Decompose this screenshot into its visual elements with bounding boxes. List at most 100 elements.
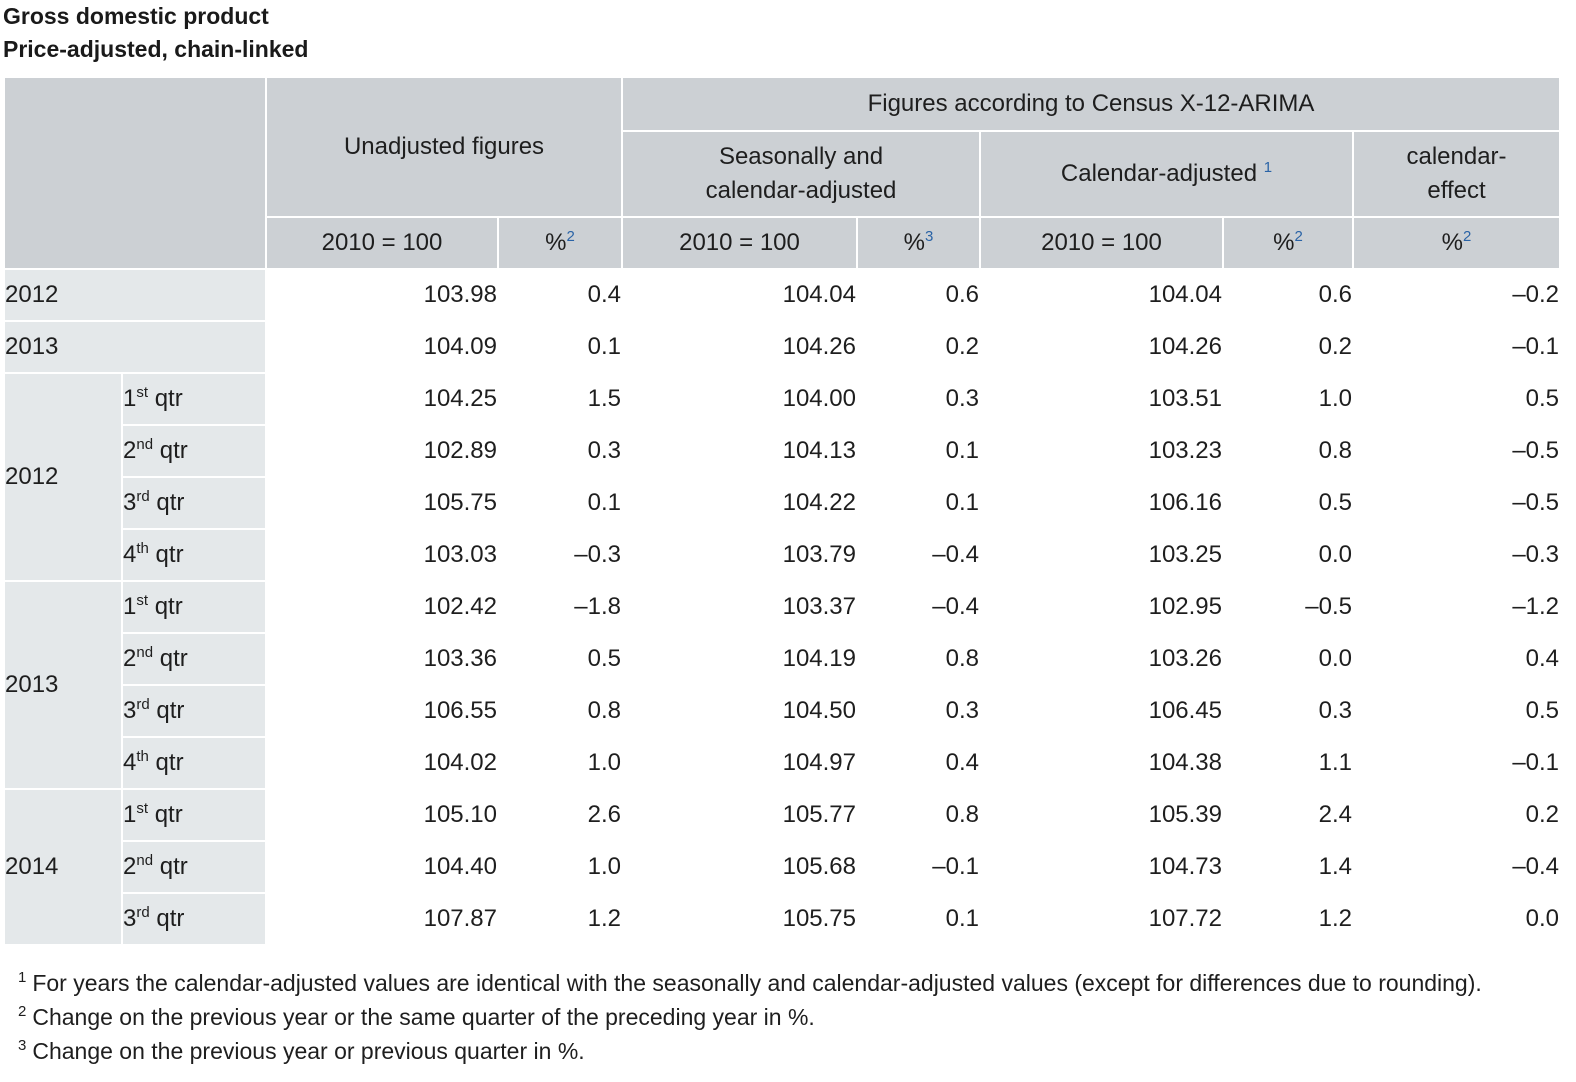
quarter-word: qtr	[159, 853, 188, 880]
value-cell: 104.22	[621, 476, 858, 530]
value-cell: 0.8	[856, 632, 981, 686]
value-cell: 0.3	[1222, 684, 1354, 738]
value-cell: 104.38	[979, 736, 1224, 790]
value-cell: 106.45	[979, 684, 1224, 738]
gdp-table: Unadjusted figures Figures according to …	[3, 76, 1562, 946]
value-cell: 104.26	[621, 320, 858, 374]
value-cell: 105.39	[979, 788, 1224, 842]
value-cell: –0.3	[1351, 528, 1562, 582]
value-cell: 104.04	[621, 268, 858, 322]
value-cell: 103.25	[979, 528, 1224, 582]
value-cell: 1.1	[1222, 736, 1354, 790]
quarter-ordinal: nd	[136, 644, 154, 661]
value-cell: 103.03	[265, 528, 499, 582]
seasonal-header: Seasonally and calendar-adjusted	[621, 130, 981, 218]
quarter-word: qtr	[156, 905, 185, 932]
value-cell: 105.77	[621, 788, 858, 842]
value-cell: 0.5	[1351, 684, 1562, 738]
value-cell: –0.5	[1351, 476, 1562, 530]
value-cell: 0.3	[856, 372, 981, 426]
quarter-word: qtr	[159, 645, 188, 672]
quarter-word: qtr	[159, 437, 188, 464]
value-cell: 0.5	[497, 632, 623, 686]
quarter-word: qtr	[154, 385, 183, 412]
quarter-ordinal: nd	[136, 436, 154, 453]
value-cell: 104.13	[621, 424, 858, 478]
quarter-ordinal: st	[136, 592, 149, 609]
value-cell: 0.1	[497, 320, 623, 374]
value-cell: 1.2	[1222, 892, 1354, 946]
footnote-2: 2 Change on the previous year or the same…	[18, 1000, 1482, 1034]
value-cell: –0.4	[1351, 840, 1562, 894]
footnote-text: Change on the previous year or the same …	[32, 1004, 815, 1030]
quarter-label: 3rd qtr	[121, 684, 267, 738]
value-cell: 102.42	[265, 580, 499, 634]
footnote-link-2[interactable]: 2	[1463, 228, 1472, 245]
value-cell: 103.98	[265, 268, 499, 322]
table-subtitle: Price-adjusted, chain-linked	[3, 36, 309, 62]
value-cell: 104.73	[979, 840, 1224, 894]
table-row: 4th qtr 104.02 1.0 104.97 0.4 104.38 1.1…	[4, 736, 1562, 790]
value-cell: –0.5	[1351, 424, 1562, 478]
value-cell: 0.5	[1351, 372, 1562, 426]
quarter-ordinal: st	[136, 800, 149, 817]
value-cell: 107.87	[265, 892, 499, 946]
value-cell: 104.19	[621, 632, 858, 686]
census-header: Figures according to Census X-12-ARIMA	[620, 76, 1562, 132]
calendar-adjusted-label: Calendar-adjusted	[1060, 160, 1258, 187]
value-cell: 0.4	[497, 268, 623, 322]
table-row: 2nd qtr 103.36 0.5 104.19 0.8 103.26 0.0…	[4, 632, 1562, 686]
year-label: 2012	[3, 372, 123, 582]
quarter-label: 2nd qtr	[121, 632, 267, 686]
quarter-ordinal: rd	[136, 696, 150, 713]
quarter-number: 4	[123, 541, 137, 568]
value-cell: 0.8	[497, 684, 623, 738]
footnote-link-2[interactable]: 2	[566, 228, 575, 245]
value-cell: –1.2	[1351, 580, 1562, 634]
value-cell: 102.89	[265, 424, 499, 478]
value-cell: 107.72	[979, 892, 1224, 946]
value-cell: 0.2	[856, 320, 981, 374]
value-cell: 0.2	[1351, 788, 1562, 842]
value-cell: 0.8	[856, 788, 981, 842]
footnote-text: Change on the previous year or previous …	[32, 1038, 585, 1064]
value-cell: 103.37	[621, 580, 858, 634]
value-cell: 1.0	[497, 840, 623, 894]
footnote-link-2[interactable]: 2	[1294, 228, 1303, 245]
calendar-pct-header: %2	[1222, 216, 1354, 270]
value-cell: 103.79	[621, 528, 858, 582]
footnote-link-1[interactable]: 1	[1263, 159, 1273, 176]
value-cell: 103.51	[979, 372, 1224, 426]
value-cell: –0.1	[1351, 736, 1562, 790]
value-cell: 2.4	[1222, 788, 1354, 842]
table-row: 2014 1st qtr 105.10 2.6 105.77 0.8 105.3…	[3, 788, 1562, 946]
pct-label: %	[1441, 229, 1464, 256]
value-cell: 0.6	[856, 268, 981, 322]
value-cell: 1.0	[497, 736, 623, 790]
quarter-word: qtr	[155, 541, 184, 568]
value-cell: 0.1	[497, 476, 623, 530]
calendar-effect-line2: effect	[1427, 177, 1486, 204]
calendar-index-header: 2010 = 100	[979, 216, 1224, 270]
value-cell: 102.95	[979, 580, 1224, 634]
seasonal-index-header: 2010 = 100	[621, 216, 858, 270]
year-label: 2013	[3, 320, 267, 374]
value-cell: 104.02	[265, 736, 499, 790]
value-cell: 1.0	[1222, 372, 1354, 426]
year-label: 2013	[3, 580, 123, 790]
value-cell: 0.4	[856, 736, 981, 790]
footnote-mark: 2	[18, 1003, 27, 1020]
quarter-word: qtr	[154, 801, 183, 828]
table-row: 2nd qtr 102.89 0.3 104.13 0.1 103.23 0.8…	[4, 424, 1562, 478]
value-cell: 0.1	[856, 476, 981, 530]
pct-label: %	[545, 229, 567, 256]
footnote-mark: 3	[18, 1037, 27, 1054]
quarter-label: 1st qtr	[121, 372, 267, 426]
value-cell: –0.3	[497, 528, 623, 582]
unadjusted-pct-header: %2	[497, 216, 623, 270]
footnote-link-3[interactable]: 3	[925, 228, 934, 245]
value-cell: 1.5	[497, 372, 623, 426]
value-cell: –0.4	[856, 528, 981, 582]
calendar-adjusted-header: Calendar-adjusted 1	[979, 130, 1354, 218]
